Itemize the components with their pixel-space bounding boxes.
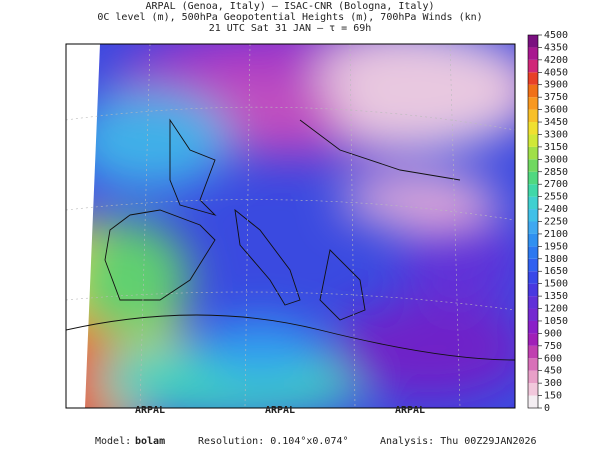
- colorbar-swatch: [528, 246, 538, 259]
- colorbar-label: 2850: [544, 167, 568, 178]
- colorbar-label: 2100: [544, 229, 568, 240]
- watermark: ARPAL: [265, 405, 295, 416]
- footer-resolution: Resolution: 0.104°x0.074°: [198, 436, 349, 447]
- colorbar-swatch: [528, 196, 538, 210]
- colorbar-label: 4050: [544, 67, 568, 78]
- colorbar-swatch: [528, 271, 538, 284]
- colorbar-swatch: [528, 296, 538, 309]
- colorbar-swatch: [528, 59, 538, 73]
- title-line-1: ARPAL (Genoa, Italy) — ISAC-CNR (Bologna…: [146, 1, 435, 12]
- colorbar-swatch: [528, 395, 538, 408]
- colorbar-label: 3600: [544, 105, 568, 116]
- colorbar-swatch: [528, 159, 538, 172]
- colorbar-swatch: [528, 122, 538, 135]
- colorbar-label: 3000: [544, 154, 568, 165]
- colorbar-label: 1500: [544, 279, 568, 290]
- colorbar-swatch: [528, 171, 538, 185]
- colorbar-swatch: [528, 146, 538, 160]
- colorbar-swatch: [528, 134, 538, 147]
- watermark: ARPAL: [135, 405, 165, 416]
- colorbar-label: 3150: [544, 142, 568, 153]
- colorbar-label: 3450: [544, 117, 568, 128]
- title-line-3: 21 UTC Sat 31 JAN — τ = 69h: [209, 23, 372, 34]
- colorbar-label: 600: [544, 353, 562, 364]
- map-field: [66, 44, 515, 408]
- colorbar-label: 3300: [544, 129, 568, 140]
- colorbar-label: 0: [544, 403, 550, 414]
- colorbar-label: 1050: [544, 316, 568, 327]
- colorbar-swatch: [528, 258, 538, 272]
- colorbar-swatch: [528, 345, 538, 359]
- colorbar-label: 4200: [544, 55, 568, 66]
- colorbar-label: 1200: [544, 304, 568, 315]
- colorbar-swatch: [528, 109, 538, 123]
- colorbar-label: 2400: [544, 204, 568, 215]
- colorbar-label: 4350: [544, 42, 568, 53]
- colorbar-label: 1650: [544, 266, 568, 277]
- colorbar-label: 150: [544, 391, 562, 402]
- title-line-2: 0C level (m), 500hPa Geopotential Height…: [97, 12, 482, 23]
- colorbar-swatch: [528, 370, 538, 384]
- colorbar-swatch: [528, 209, 538, 222]
- colorbar-label: 3750: [544, 92, 568, 103]
- footer-model-label: Model:: [95, 436, 131, 447]
- colorbar-label: 450: [544, 366, 562, 377]
- colorbar-label: 2700: [544, 179, 568, 190]
- watermarks: ARPAL ARPAL ARPAL: [135, 405, 425, 416]
- map-frame: [65, 43, 516, 409]
- colorbar-label: 1800: [544, 254, 568, 265]
- colorbar-swatch: [528, 383, 538, 396]
- colorbar-label: 1350: [544, 291, 568, 302]
- watermark: ARPAL: [395, 405, 425, 416]
- footer-model: bolam: [135, 436, 165, 447]
- colorbar-label: 300: [544, 378, 562, 389]
- colorbar-label: 2250: [544, 217, 568, 228]
- colorbar-swatch: [528, 333, 538, 346]
- colorbar-swatch: [528, 35, 538, 48]
- colorbar-label: 750: [544, 341, 562, 352]
- colorbar-label: 900: [544, 328, 562, 339]
- colorbar-swatch: [528, 283, 538, 297]
- colorbar-swatch: [528, 233, 538, 247]
- colorbar-swatch: [528, 320, 538, 334]
- colorbar-swatch: [528, 72, 538, 85]
- colorbar-swatch: [528, 308, 538, 321]
- colorbar-label: 4500: [544, 30, 568, 41]
- colorbar-label: 2550: [544, 192, 568, 203]
- colorbar-swatch: [528, 184, 538, 197]
- colorbar-frame: [527, 34, 539, 409]
- colorbar-label: 1950: [544, 241, 568, 252]
- colorbar: 0150300450600750900105012001350150016501…: [527, 30, 568, 414]
- colorbar-label: 3900: [544, 80, 568, 91]
- colorbar-swatch: [528, 358, 538, 371]
- colorbar-swatch: [528, 221, 538, 234]
- footer-analysis: Analysis: Thu 00Z29JAN2026: [380, 436, 537, 447]
- colorbar-swatch: [528, 47, 538, 60]
- colorbar-swatch: [528, 97, 538, 110]
- colorbar-swatch: [528, 84, 538, 98]
